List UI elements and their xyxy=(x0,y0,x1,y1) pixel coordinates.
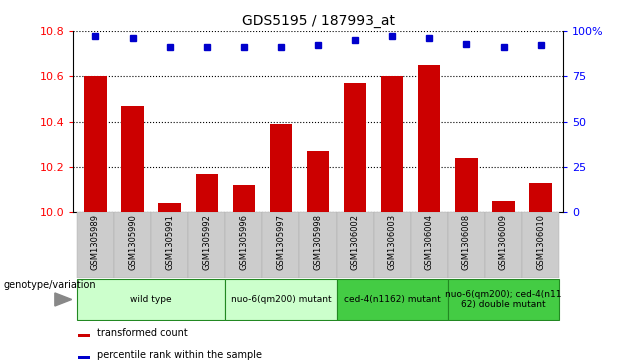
Bar xyxy=(196,174,218,212)
Bar xyxy=(121,106,144,212)
Text: nuo-6(qm200); ced-4(n11
62) double mutant: nuo-6(qm200); ced-4(n11 62) double mutan… xyxy=(445,290,562,309)
Text: GSM1306008: GSM1306008 xyxy=(462,214,471,270)
Bar xyxy=(492,201,515,212)
Text: GSM1306004: GSM1306004 xyxy=(425,214,434,270)
Text: GSM1305989: GSM1305989 xyxy=(91,214,100,270)
Bar xyxy=(188,212,225,278)
Text: GSM1305998: GSM1305998 xyxy=(314,214,322,270)
Bar xyxy=(381,76,403,212)
Bar xyxy=(78,356,90,359)
Bar xyxy=(225,278,336,321)
Bar xyxy=(336,278,448,321)
Bar xyxy=(78,334,90,337)
Bar xyxy=(300,212,336,278)
Text: genotype/variation: genotype/variation xyxy=(3,280,96,290)
Bar xyxy=(158,203,181,212)
Bar xyxy=(233,185,255,212)
Text: ced-4(n1162) mutant: ced-4(n1162) mutant xyxy=(344,295,441,304)
Text: wild type: wild type xyxy=(130,295,172,304)
Bar xyxy=(336,212,374,278)
Bar xyxy=(263,212,300,278)
Bar xyxy=(225,212,263,278)
Text: GSM1306009: GSM1306009 xyxy=(499,214,508,270)
Bar xyxy=(522,212,559,278)
Bar xyxy=(411,212,448,278)
Bar xyxy=(307,151,329,212)
Text: GSM1305990: GSM1305990 xyxy=(128,214,137,270)
Bar xyxy=(114,212,151,278)
Bar xyxy=(374,212,411,278)
Title: GDS5195 / 187993_at: GDS5195 / 187993_at xyxy=(242,15,394,28)
Bar xyxy=(85,76,107,212)
Text: GSM1305997: GSM1305997 xyxy=(277,214,286,270)
Text: nuo-6(qm200) mutant: nuo-6(qm200) mutant xyxy=(231,295,331,304)
Bar xyxy=(448,212,485,278)
Text: GSM1306003: GSM1306003 xyxy=(388,214,397,270)
Bar xyxy=(151,212,188,278)
Bar xyxy=(270,124,292,212)
Bar xyxy=(448,278,559,321)
Bar xyxy=(344,83,366,212)
Text: GSM1306010: GSM1306010 xyxy=(536,214,545,270)
Text: GSM1305996: GSM1305996 xyxy=(239,214,248,270)
Polygon shape xyxy=(55,293,72,306)
Text: GSM1305992: GSM1305992 xyxy=(202,214,211,270)
Text: transformed count: transformed count xyxy=(97,328,188,338)
Text: GSM1306002: GSM1306002 xyxy=(350,214,359,270)
Bar xyxy=(418,65,441,212)
Bar xyxy=(485,212,522,278)
Bar xyxy=(455,158,478,212)
Text: GSM1305991: GSM1305991 xyxy=(165,214,174,270)
Text: percentile rank within the sample: percentile rank within the sample xyxy=(97,350,261,360)
Bar xyxy=(530,183,552,212)
Bar xyxy=(77,278,225,321)
Bar xyxy=(77,212,114,278)
